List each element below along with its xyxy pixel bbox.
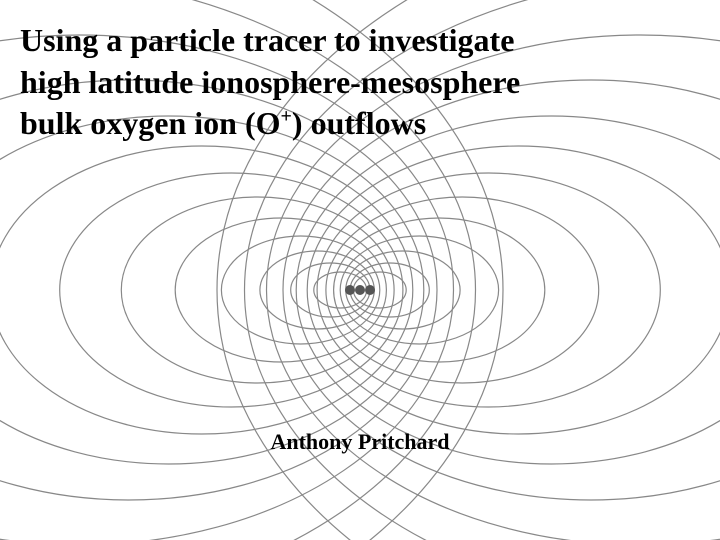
title-line3-pre: bulk oxygen ion (O	[20, 105, 281, 141]
page-title: Using a particle tracer to investigate h…	[20, 20, 700, 145]
title-container: Using a particle tracer to investigate h…	[20, 20, 700, 145]
title-line2: high latitude ionosphere-mesosphere	[20, 64, 520, 100]
author-name: Anthony Pritchard	[0, 429, 720, 455]
title-superscript: +	[281, 106, 292, 128]
title-line3-post: ) outflows	[292, 105, 426, 141]
title-line1: Using a particle tracer to investigate	[20, 22, 514, 58]
